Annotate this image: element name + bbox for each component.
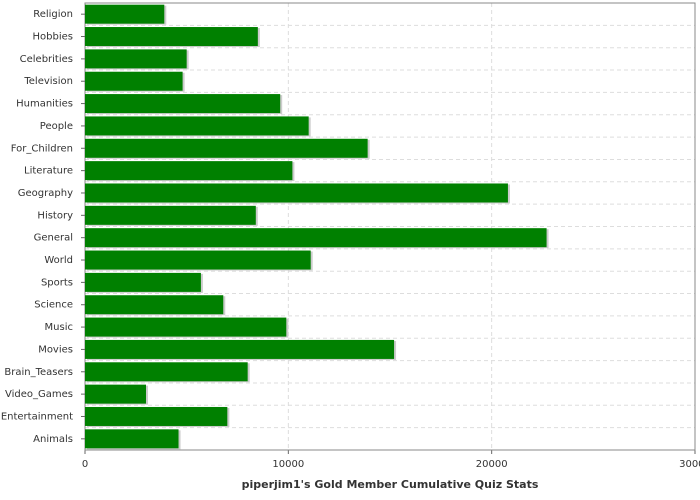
x-tick-label: 20000 <box>476 459 508 470</box>
y-tick-label: Literature <box>24 166 73 177</box>
bar <box>85 250 311 270</box>
bar <box>85 295 224 315</box>
bar <box>85 339 395 359</box>
y-tick-label: Movies <box>38 344 73 355</box>
y-tick-label: People <box>40 121 73 132</box>
y-tick-label: Sports <box>41 277 73 288</box>
y-tick-label: Entertainment <box>1 411 73 422</box>
y-tick-label: Video_Games <box>5 389 73 400</box>
bar <box>85 161 293 181</box>
bar <box>85 228 547 248</box>
x-axis-title: piperjim1's Gold Member Cumulative Quiz … <box>242 478 539 491</box>
bar <box>85 71 183 91</box>
bar <box>85 429 179 449</box>
bar <box>85 205 256 225</box>
bar <box>85 138 368 158</box>
y-tick-label: General <box>34 233 73 244</box>
y-tick-label: Hobbies <box>33 32 73 43</box>
y-tick-label: History <box>37 210 73 221</box>
y-tick-label: Brain_Teasers <box>4 367 73 378</box>
y-tick-label: Religion <box>33 9 73 20</box>
bar <box>85 362 248 382</box>
y-tick-label: Humanities <box>16 99 73 110</box>
x-tick-label: 30000 <box>679 459 700 470</box>
bar <box>85 183 508 203</box>
bar <box>85 406 228 426</box>
x-tick-label: 0 <box>82 459 88 470</box>
y-tick-label: Geography <box>18 188 73 199</box>
bar <box>85 272 201 292</box>
y-tick-label: Music <box>45 322 73 333</box>
y-tick-label: Animals <box>33 434 73 445</box>
y-tick-label: World <box>44 255 73 266</box>
y-tick-label: For_Children <box>11 143 73 154</box>
y-tick-label: Celebrities <box>20 54 73 65</box>
bar <box>85 116 309 136</box>
y-tick-label: Television <box>23 76 73 87</box>
x-tick-label: 10000 <box>272 459 304 470</box>
bar <box>85 49 187 69</box>
bar <box>85 94 281 114</box>
bar <box>85 27 258 47</box>
bar <box>85 317 287 337</box>
bar <box>85 384 146 404</box>
plot-frame <box>84 2 696 451</box>
bar <box>85 4 165 24</box>
y-tick-label: Science <box>34 300 73 311</box>
